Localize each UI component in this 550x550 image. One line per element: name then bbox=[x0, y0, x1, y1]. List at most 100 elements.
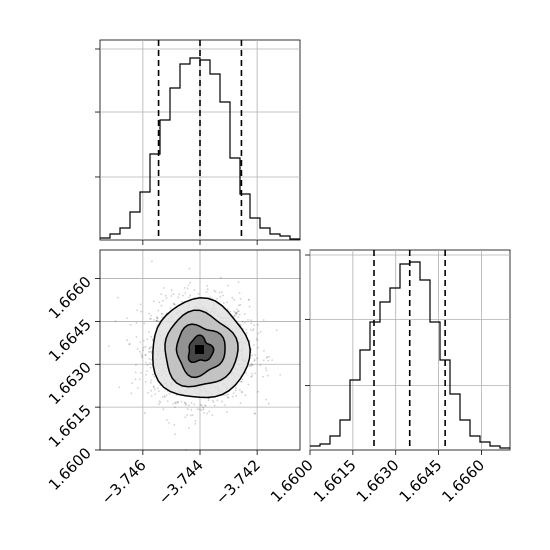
scatter-point bbox=[247, 383, 250, 386]
scatter-point bbox=[148, 312, 151, 315]
scatter-point bbox=[251, 329, 254, 332]
scatter-point bbox=[128, 343, 131, 346]
joint-x-tick-label: −3.744 bbox=[155, 456, 207, 508]
marginal-y-x-tick-label: 1.6660 bbox=[438, 456, 488, 506]
scatter-point bbox=[234, 389, 237, 392]
scatter-point bbox=[129, 323, 132, 326]
scatter-point bbox=[239, 303, 242, 306]
scatter-point bbox=[158, 320, 161, 323]
scatter-point bbox=[150, 346, 153, 349]
scatter-point bbox=[241, 378, 244, 380]
scatter-point bbox=[146, 364, 149, 366]
scatter-point bbox=[234, 312, 237, 315]
scatter-point bbox=[245, 331, 248, 334]
scatter-point bbox=[188, 404, 190, 407]
scatter-point bbox=[165, 394, 168, 396]
scatter-point bbox=[239, 323, 242, 326]
scatter-point bbox=[136, 309, 139, 312]
marginal-x-quantile-lines bbox=[157, 40, 243, 240]
scatter-point bbox=[235, 313, 238, 316]
scatter-point bbox=[218, 291, 221, 294]
scatter-point bbox=[140, 310, 143, 313]
scatter-point bbox=[150, 395, 153, 397]
contour-line bbox=[175, 323, 226, 379]
scatter-point bbox=[250, 322, 253, 325]
scatter-point bbox=[232, 392, 235, 394]
marginal-y-ticks bbox=[305, 254, 482, 455]
scatter-point bbox=[137, 387, 140, 389]
joint-contours bbox=[152, 297, 251, 399]
scatter-point bbox=[224, 404, 226, 406]
scatter-point bbox=[107, 345, 110, 347]
scatter-point bbox=[144, 381, 147, 383]
scatter-point bbox=[188, 296, 191, 299]
scatter-point bbox=[216, 297, 219, 300]
scatter-point bbox=[181, 301, 183, 303]
scatter-point bbox=[253, 324, 255, 326]
scatter-point bbox=[254, 354, 256, 356]
scatter-point bbox=[212, 401, 215, 403]
scatter-point bbox=[190, 408, 193, 411]
scatter-point bbox=[266, 356, 269, 358]
scatter-point bbox=[160, 313, 163, 315]
scatter-point bbox=[152, 386, 155, 388]
scatter-point bbox=[189, 414, 192, 417]
scatter-point bbox=[140, 371, 142, 374]
scatter-point bbox=[173, 303, 176, 306]
scatter-point bbox=[135, 364, 137, 366]
scatter-point bbox=[227, 393, 229, 396]
scatter-point bbox=[152, 373, 154, 376]
scatter-point bbox=[139, 341, 142, 343]
scatter-point bbox=[203, 404, 206, 407]
marginal-y-quantile-lines bbox=[373, 250, 446, 450]
scatter-point bbox=[177, 296, 180, 299]
scatter-point bbox=[220, 276, 222, 279]
scatter-point bbox=[187, 284, 190, 286]
scatter-point bbox=[257, 346, 259, 349]
scatter-point bbox=[163, 395, 166, 397]
scatter-point bbox=[250, 363, 253, 365]
scatter-point bbox=[200, 404, 203, 407]
scatter-point bbox=[184, 402, 187, 404]
scatter-point bbox=[150, 317, 153, 320]
scatter-point bbox=[208, 410, 211, 413]
joint-y-tick-label: 1.6660 bbox=[45, 273, 95, 323]
scatter-point bbox=[138, 378, 141, 381]
scatter-point bbox=[150, 358, 153, 361]
scatter-point bbox=[147, 392, 149, 394]
scatter-point bbox=[253, 344, 255, 346]
scatter-point bbox=[144, 345, 147, 348]
scatter-point bbox=[245, 328, 248, 331]
scatter-point bbox=[134, 378, 137, 381]
scatter-point bbox=[251, 372, 254, 375]
joint-x-tick-label: −3.742 bbox=[212, 456, 264, 508]
scatter-point bbox=[158, 390, 160, 392]
scatter-point bbox=[148, 357, 151, 360]
scatter-point bbox=[139, 350, 141, 353]
contour-line bbox=[152, 297, 251, 399]
scatter-point bbox=[168, 392, 171, 395]
scatter-point bbox=[241, 320, 244, 323]
scatter-point bbox=[265, 398, 267, 401]
scatter-point bbox=[211, 414, 214, 416]
scatter-point bbox=[253, 359, 256, 362]
scatter-point bbox=[193, 289, 196, 292]
scatter-point bbox=[157, 403, 160, 406]
scatter-point bbox=[271, 359, 273, 361]
scatter-point bbox=[160, 293, 163, 296]
marginal-x-histogram-panel bbox=[95, 39, 301, 245]
scatter-point bbox=[221, 400, 223, 403]
scatter-point bbox=[248, 298, 251, 301]
scatter-point bbox=[141, 355, 143, 357]
scatter-point bbox=[191, 414, 194, 417]
scatter-point bbox=[256, 339, 259, 342]
scatter-point bbox=[226, 396, 229, 398]
scatter-point bbox=[173, 303, 176, 306]
scatter-point bbox=[231, 395, 234, 398]
scatter-point bbox=[184, 416, 187, 419]
scatter-point bbox=[256, 390, 259, 393]
joint-y-tick-label: 1.6600 bbox=[45, 444, 95, 494]
scatter-point bbox=[235, 387, 237, 390]
scatter-point bbox=[226, 284, 229, 287]
